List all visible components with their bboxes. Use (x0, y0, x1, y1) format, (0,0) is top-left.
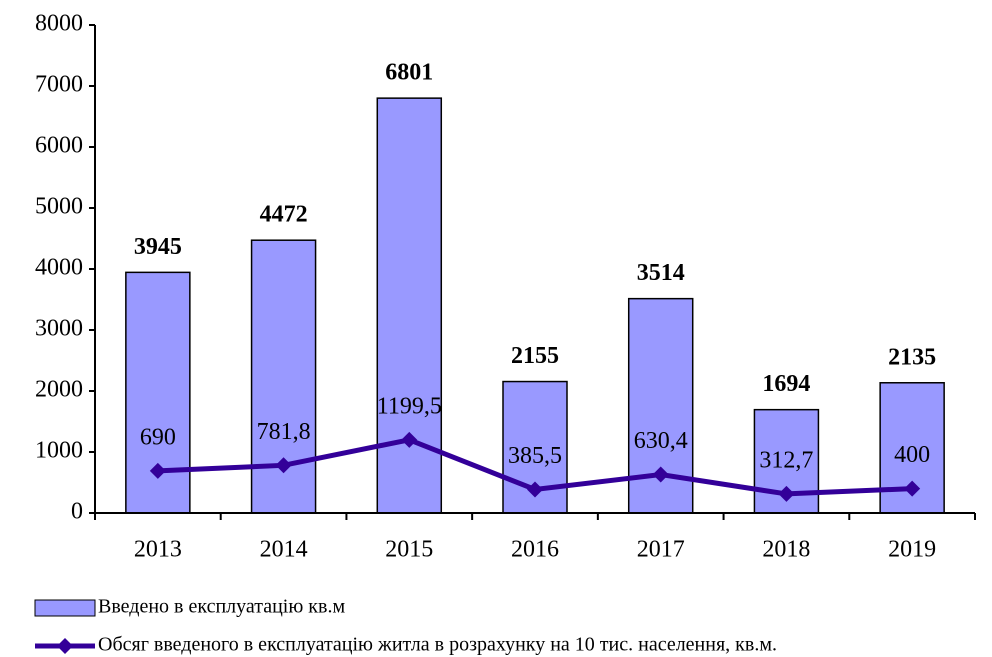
line-label: 630,4 (634, 428, 688, 454)
line-label: 400 (894, 442, 930, 468)
line-label: 312,7 (759, 447, 813, 473)
y-tick-label: 1000 (35, 438, 83, 464)
bar-label: 2155 (511, 343, 559, 369)
bar-label: 4472 (260, 202, 308, 228)
bar-label: 3945 (134, 234, 182, 260)
x-tick-label: 2016 (511, 537, 559, 563)
y-tick-label: 7000 (35, 72, 83, 98)
marker (149, 462, 166, 479)
x-tick-label: 2018 (762, 537, 810, 563)
y-tick-label: 5000 (35, 194, 83, 220)
legend-swatch (34, 599, 96, 617)
y-tick-label: 2000 (35, 377, 83, 403)
x-tick-label: 2017 (637, 537, 685, 563)
y-tick-label: 3000 (35, 316, 83, 342)
y-tick-label: 6000 (35, 133, 83, 159)
bar-label: 2135 (888, 344, 936, 370)
legend-label: Введено в експлуатацію кв.м (98, 596, 345, 618)
line-label: 385,5 (508, 443, 562, 469)
y-tick-label: 4000 (35, 255, 83, 281)
legend-label: Обсяг введеного в експлуатацію житла в р… (98, 634, 777, 656)
marker (527, 481, 543, 498)
legend-marker (57, 638, 73, 654)
line-label: 1199,5 (377, 393, 442, 419)
bar-label: 1694 (762, 371, 810, 397)
x-tick-label: 2014 (260, 537, 308, 563)
marker (275, 457, 292, 474)
marker (401, 431, 418, 448)
line-label: 690 (140, 424, 176, 450)
x-tick-label: 2013 (134, 537, 182, 563)
y-tick-label: 0 (71, 499, 83, 525)
bar-label: 3514 (637, 260, 685, 286)
marker (904, 480, 921, 497)
line-label: 781,8 (257, 419, 311, 445)
marker (778, 485, 795, 502)
x-tick-label: 2015 (385, 537, 433, 563)
y-tick-label: 8000 (35, 11, 83, 37)
x-tick-label: 2019 (888, 537, 936, 563)
bar-label: 6801 (385, 60, 433, 86)
bar (502, 380, 568, 514)
marker (652, 466, 669, 483)
